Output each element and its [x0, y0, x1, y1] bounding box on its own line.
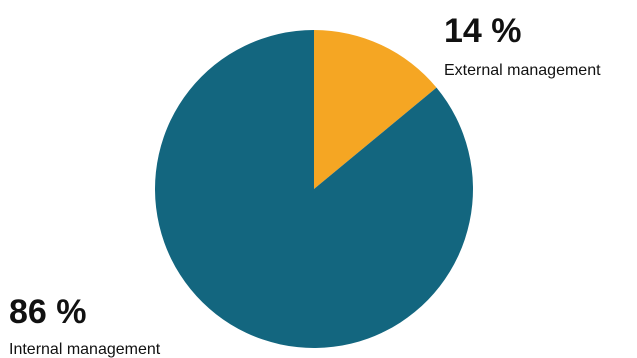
external-name-label: External management — [444, 62, 601, 79]
label-external: 14 % External management — [444, 12, 601, 79]
external-percent-label: 14 % — [444, 12, 522, 50]
pie-slices — [155, 30, 473, 348]
label-internal: 86 % Internal management — [9, 293, 161, 358]
internal-name-label: Internal management — [9, 341, 161, 358]
internal-percent-label: 86 % — [9, 293, 87, 331]
